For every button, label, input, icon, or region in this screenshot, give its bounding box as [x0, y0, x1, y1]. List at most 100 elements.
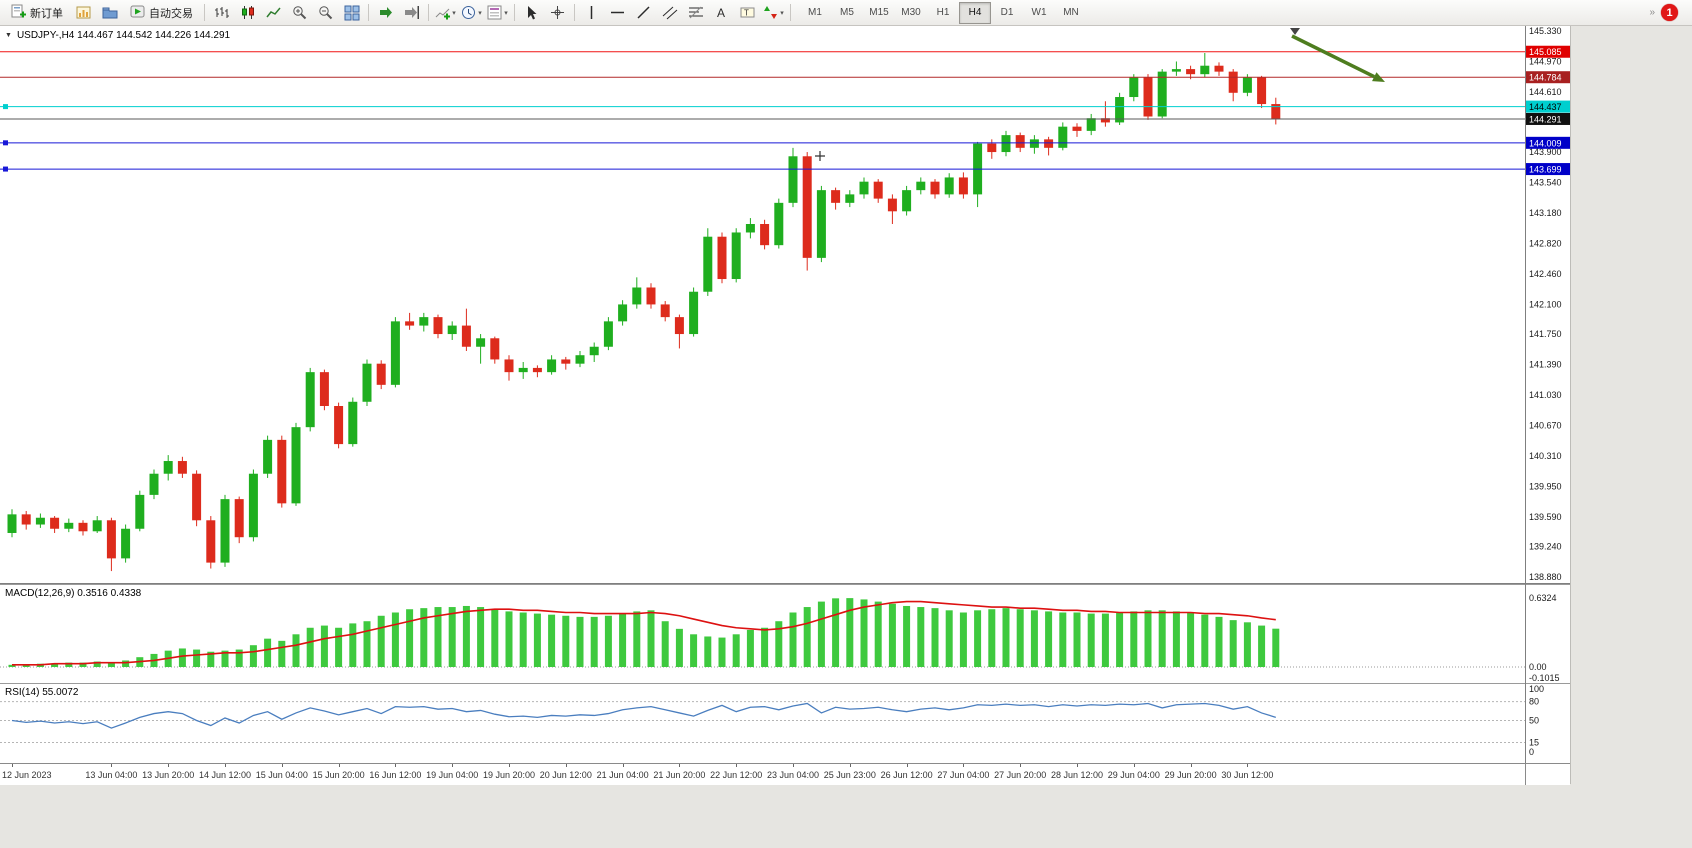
candle-body	[305, 372, 315, 428]
macd-bar	[377, 615, 385, 667]
fibonacci-button[interactable]	[683, 1, 708, 25]
price-tag-label: 144.009	[1529, 138, 1562, 148]
profiles-button[interactable]	[97, 1, 122, 25]
rsi-axis-label: 50	[1529, 716, 1539, 726]
crosshair-button[interactable]	[545, 1, 570, 25]
time-tick	[565, 764, 567, 767]
new-chart-button[interactable]	[71, 1, 96, 25]
auto-scroll-button[interactable]	[373, 1, 398, 25]
time-axis-label: 23 Jun 04:00	[766, 770, 820, 780]
candle-body	[902, 190, 912, 212]
time-axis[interactable]: 12 Jun 2023 13 Jun 04:00 13 Jun 20:00 14 Ju…	[0, 763, 1570, 785]
macd-bar	[619, 613, 627, 667]
chart-shift-marker[interactable]	[1290, 28, 1300, 35]
timeframe-mn-button[interactable]: MN	[1063, 7, 1079, 18]
vertical-line-button[interactable]	[579, 1, 604, 25]
timeframe-w1-button[interactable]: W1	[1031, 7, 1047, 18]
candle-body	[632, 287, 642, 305]
trend-arrow-head[interactable]	[1372, 72, 1385, 82]
tile-windows-button[interactable]	[339, 1, 364, 25]
macd-bar	[803, 607, 811, 667]
channel-button[interactable]	[657, 1, 682, 25]
trendline-button[interactable]	[631, 1, 656, 25]
price-axis-label: 141.390	[1529, 360, 1562, 370]
line-chart-icon	[265, 7, 281, 17]
time-tick	[111, 764, 113, 767]
trend-arrow-line[interactable]	[1291, 34, 1376, 79]
horizontal-line-button[interactable]	[605, 1, 630, 25]
plus-marker[interactable]	[815, 151, 825, 161]
macd-bar	[207, 651, 215, 667]
autotrading-button[interactable]: 自动交易	[123, 1, 200, 25]
timeframe-m5-button[interactable]: M5	[840, 7, 854, 18]
price-axis-label: 144.610	[1529, 87, 1562, 97]
line-anchor-handle[interactable]	[3, 166, 8, 172]
line-chart-button[interactable]	[261, 1, 286, 25]
price-axis-label: 140.310	[1529, 451, 1562, 461]
candle-body	[177, 461, 187, 474]
macd-bar	[1272, 628, 1280, 667]
candle-body	[674, 317, 684, 335]
time-axis-label: 21 Jun 20:00	[653, 770, 706, 780]
timeframe-m15-button[interactable]: M15	[869, 7, 889, 18]
chart-shift-button[interactable]	[399, 1, 424, 25]
macd-bar	[406, 609, 414, 667]
bar-chart-button[interactable]	[209, 1, 234, 25]
candle-body	[1257, 77, 1267, 105]
toolbar-overflow-chevron[interactable]: »	[1649, 7, 1655, 18]
time-tick	[452, 764, 454, 767]
macd-bar	[1229, 620, 1237, 667]
timeframe-h1-button[interactable]: H1	[936, 7, 950, 18]
price-tag-label: 144.437	[1529, 102, 1562, 112]
candle-body	[476, 338, 486, 347]
price-axis-label: 142.820	[1529, 238, 1562, 248]
periods-button[interactable]: ▾	[459, 1, 484, 25]
candle-body	[745, 224, 755, 233]
macd-bar	[789, 612, 797, 667]
price-axis-label: 142.460	[1529, 269, 1562, 279]
candle-body	[35, 517, 45, 525]
macd-bar	[1059, 612, 1067, 667]
macd-bar	[931, 608, 939, 667]
text-label-button[interactable]: T	[735, 1, 760, 25]
time-tick	[509, 764, 510, 767]
timeframe-d1-button[interactable]: D1	[1000, 7, 1014, 18]
toolbar-separator	[204, 4, 205, 21]
zoom-in-button[interactable]	[287, 1, 312, 25]
macd-panel-canvas[interactable]: 0.6324 0.00-0.1015	[0, 584, 1570, 683]
timeframe-m30-button[interactable]: M30	[901, 7, 921, 18]
timeframe-m1-button[interactable]: M1	[808, 7, 822, 18]
candle-body	[660, 304, 670, 318]
new-order-button[interactable]: 新订单	[4, 1, 70, 25]
arrows-button[interactable]: ▾	[761, 1, 786, 25]
zoom-out-button[interactable]	[313, 1, 338, 25]
text-button[interactable]: A	[709, 1, 734, 25]
timeframe-h4-button[interactable]: H4	[959, 1, 991, 24]
templates-button[interactable]: ▾	[485, 1, 510, 25]
candle-body	[646, 287, 656, 305]
candle-body	[1115, 97, 1125, 123]
macd-bar	[1258, 625, 1266, 667]
line-anchor-handle[interactable]	[3, 140, 8, 146]
candle-body	[916, 181, 926, 191]
cursor-button[interactable]	[519, 1, 544, 25]
indicators-button[interactable]: ▾	[433, 1, 458, 25]
candlestick-chart-button[interactable]	[235, 1, 260, 25]
macd-bar	[675, 628, 683, 667]
time-tick	[736, 764, 738, 767]
line-anchor-handle[interactable]	[3, 104, 8, 110]
rsi-axis-label: 100	[1529, 684, 1544, 694]
candle-body	[277, 439, 287, 504]
macd-bar	[462, 605, 470, 667]
macd-bar	[590, 616, 598, 667]
time-tick	[168, 764, 170, 767]
toolbar-separator	[428, 4, 429, 21]
rsi-panel-canvas[interactable]: 100 80 50 150	[0, 683, 1570, 763]
time-tick	[793, 764, 794, 767]
notification-badge[interactable]: 1	[1661, 4, 1678, 21]
price-tag-label: 143.699	[1529, 165, 1562, 175]
candle-body	[1157, 71, 1167, 117]
chart-window[interactable]: 145.330 144.970 144.610 143.900 143.540 143.1…	[0, 26, 1571, 785]
candle-body	[603, 321, 613, 347]
main-chart-canvas[interactable]: 145.330 144.970 144.610 143.900 143.540 143.1…	[0, 26, 1570, 584]
